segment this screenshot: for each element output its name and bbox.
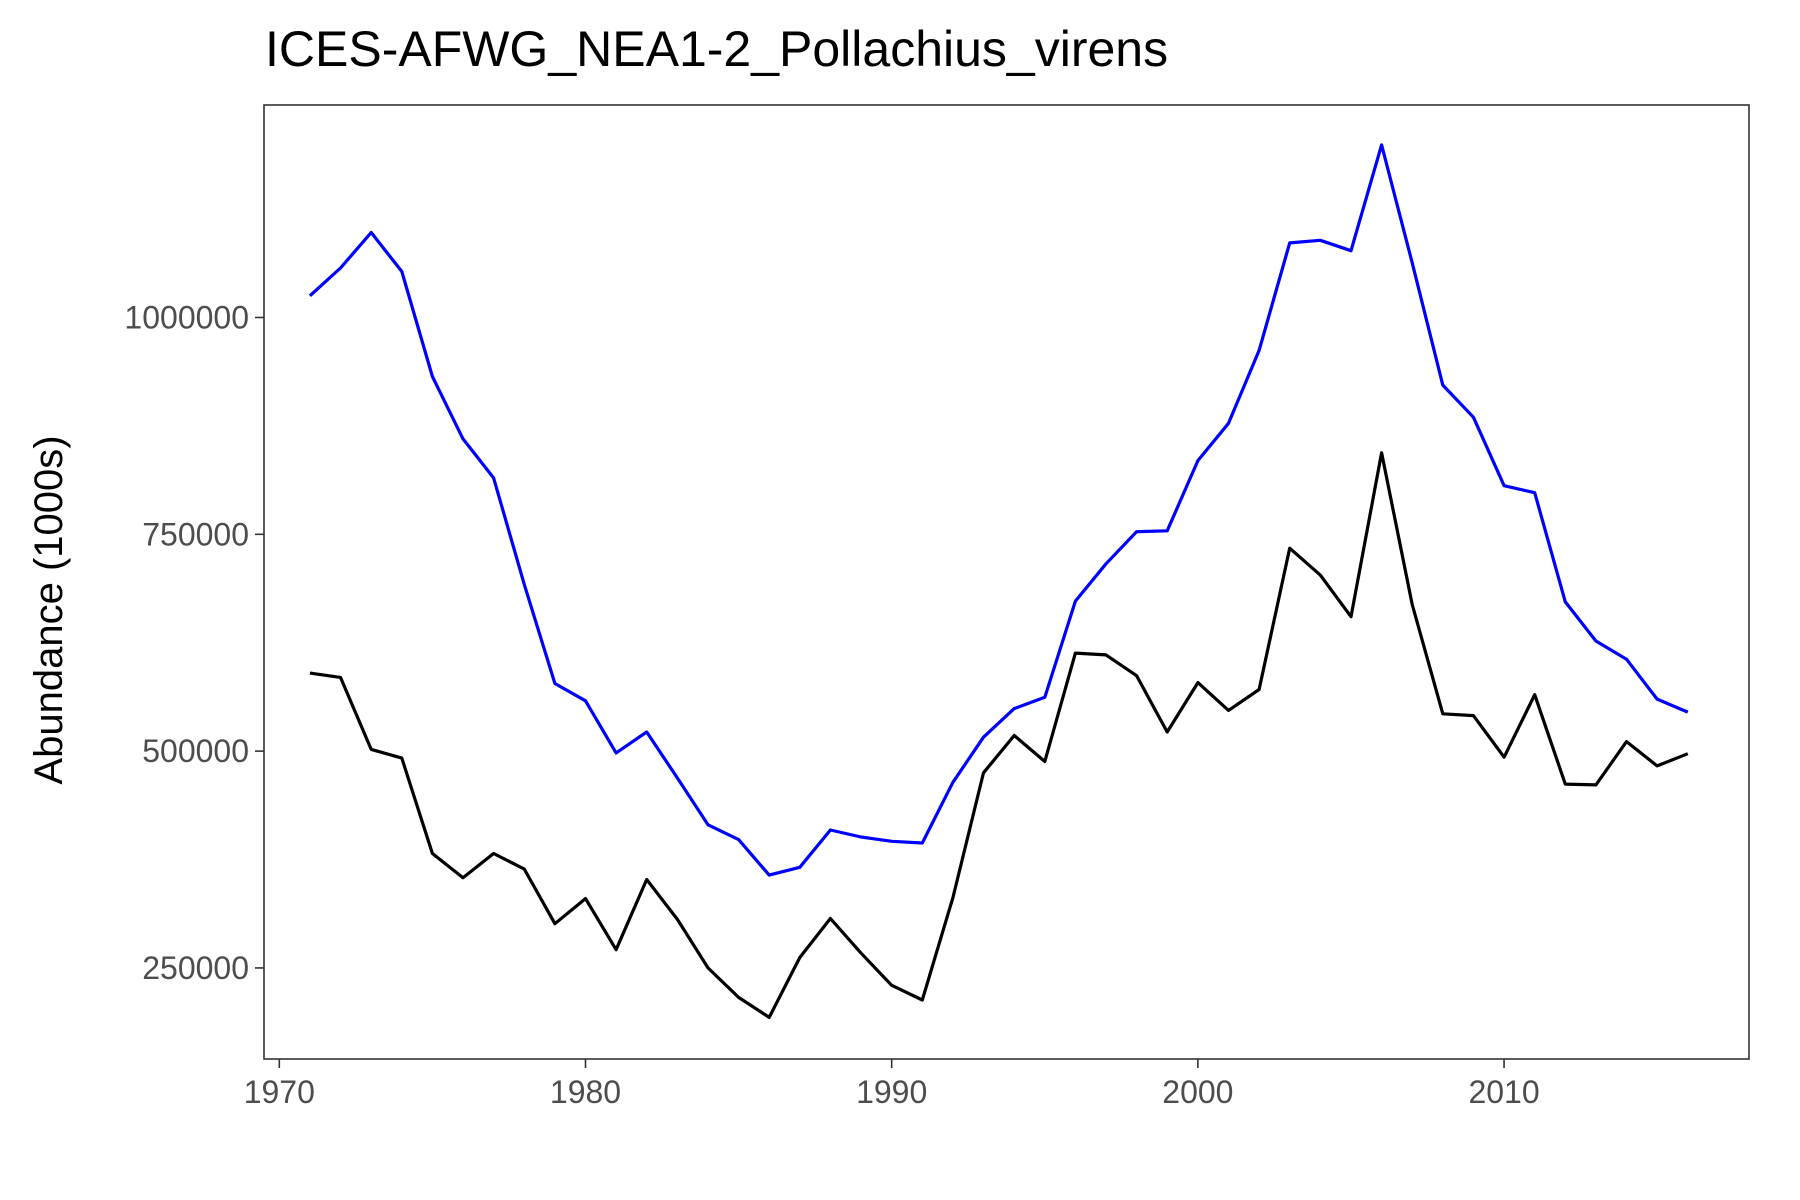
y-tick-label: 1000000 xyxy=(124,299,249,335)
x-tick-label: 2000 xyxy=(1162,1074,1233,1110)
y-tick-label: 250000 xyxy=(142,950,249,986)
plot-panel xyxy=(263,104,1750,1060)
series-layer xyxy=(308,143,1689,1020)
series-line-black xyxy=(309,451,1689,1020)
x-tick-label: 2010 xyxy=(1468,1074,1539,1110)
y-tick-label: 500000 xyxy=(142,733,249,769)
y-axis: 250000 500000 750000 1000000 xyxy=(124,299,264,986)
x-axis: 1970 1980 1990 2000 2010 xyxy=(244,1059,1540,1110)
y-axis-label: Abundance (1000s) xyxy=(27,435,71,784)
x-tick-label: 1990 xyxy=(856,1074,927,1110)
x-tick-label: 1980 xyxy=(550,1074,621,1110)
series-line-blue xyxy=(308,143,1689,877)
y-tick-label: 750000 xyxy=(142,516,249,552)
chart-title: ICES-AFWG_NEA1-2_Pollachius_virens xyxy=(265,21,1168,77)
x-tick-label: 1970 xyxy=(244,1074,315,1110)
